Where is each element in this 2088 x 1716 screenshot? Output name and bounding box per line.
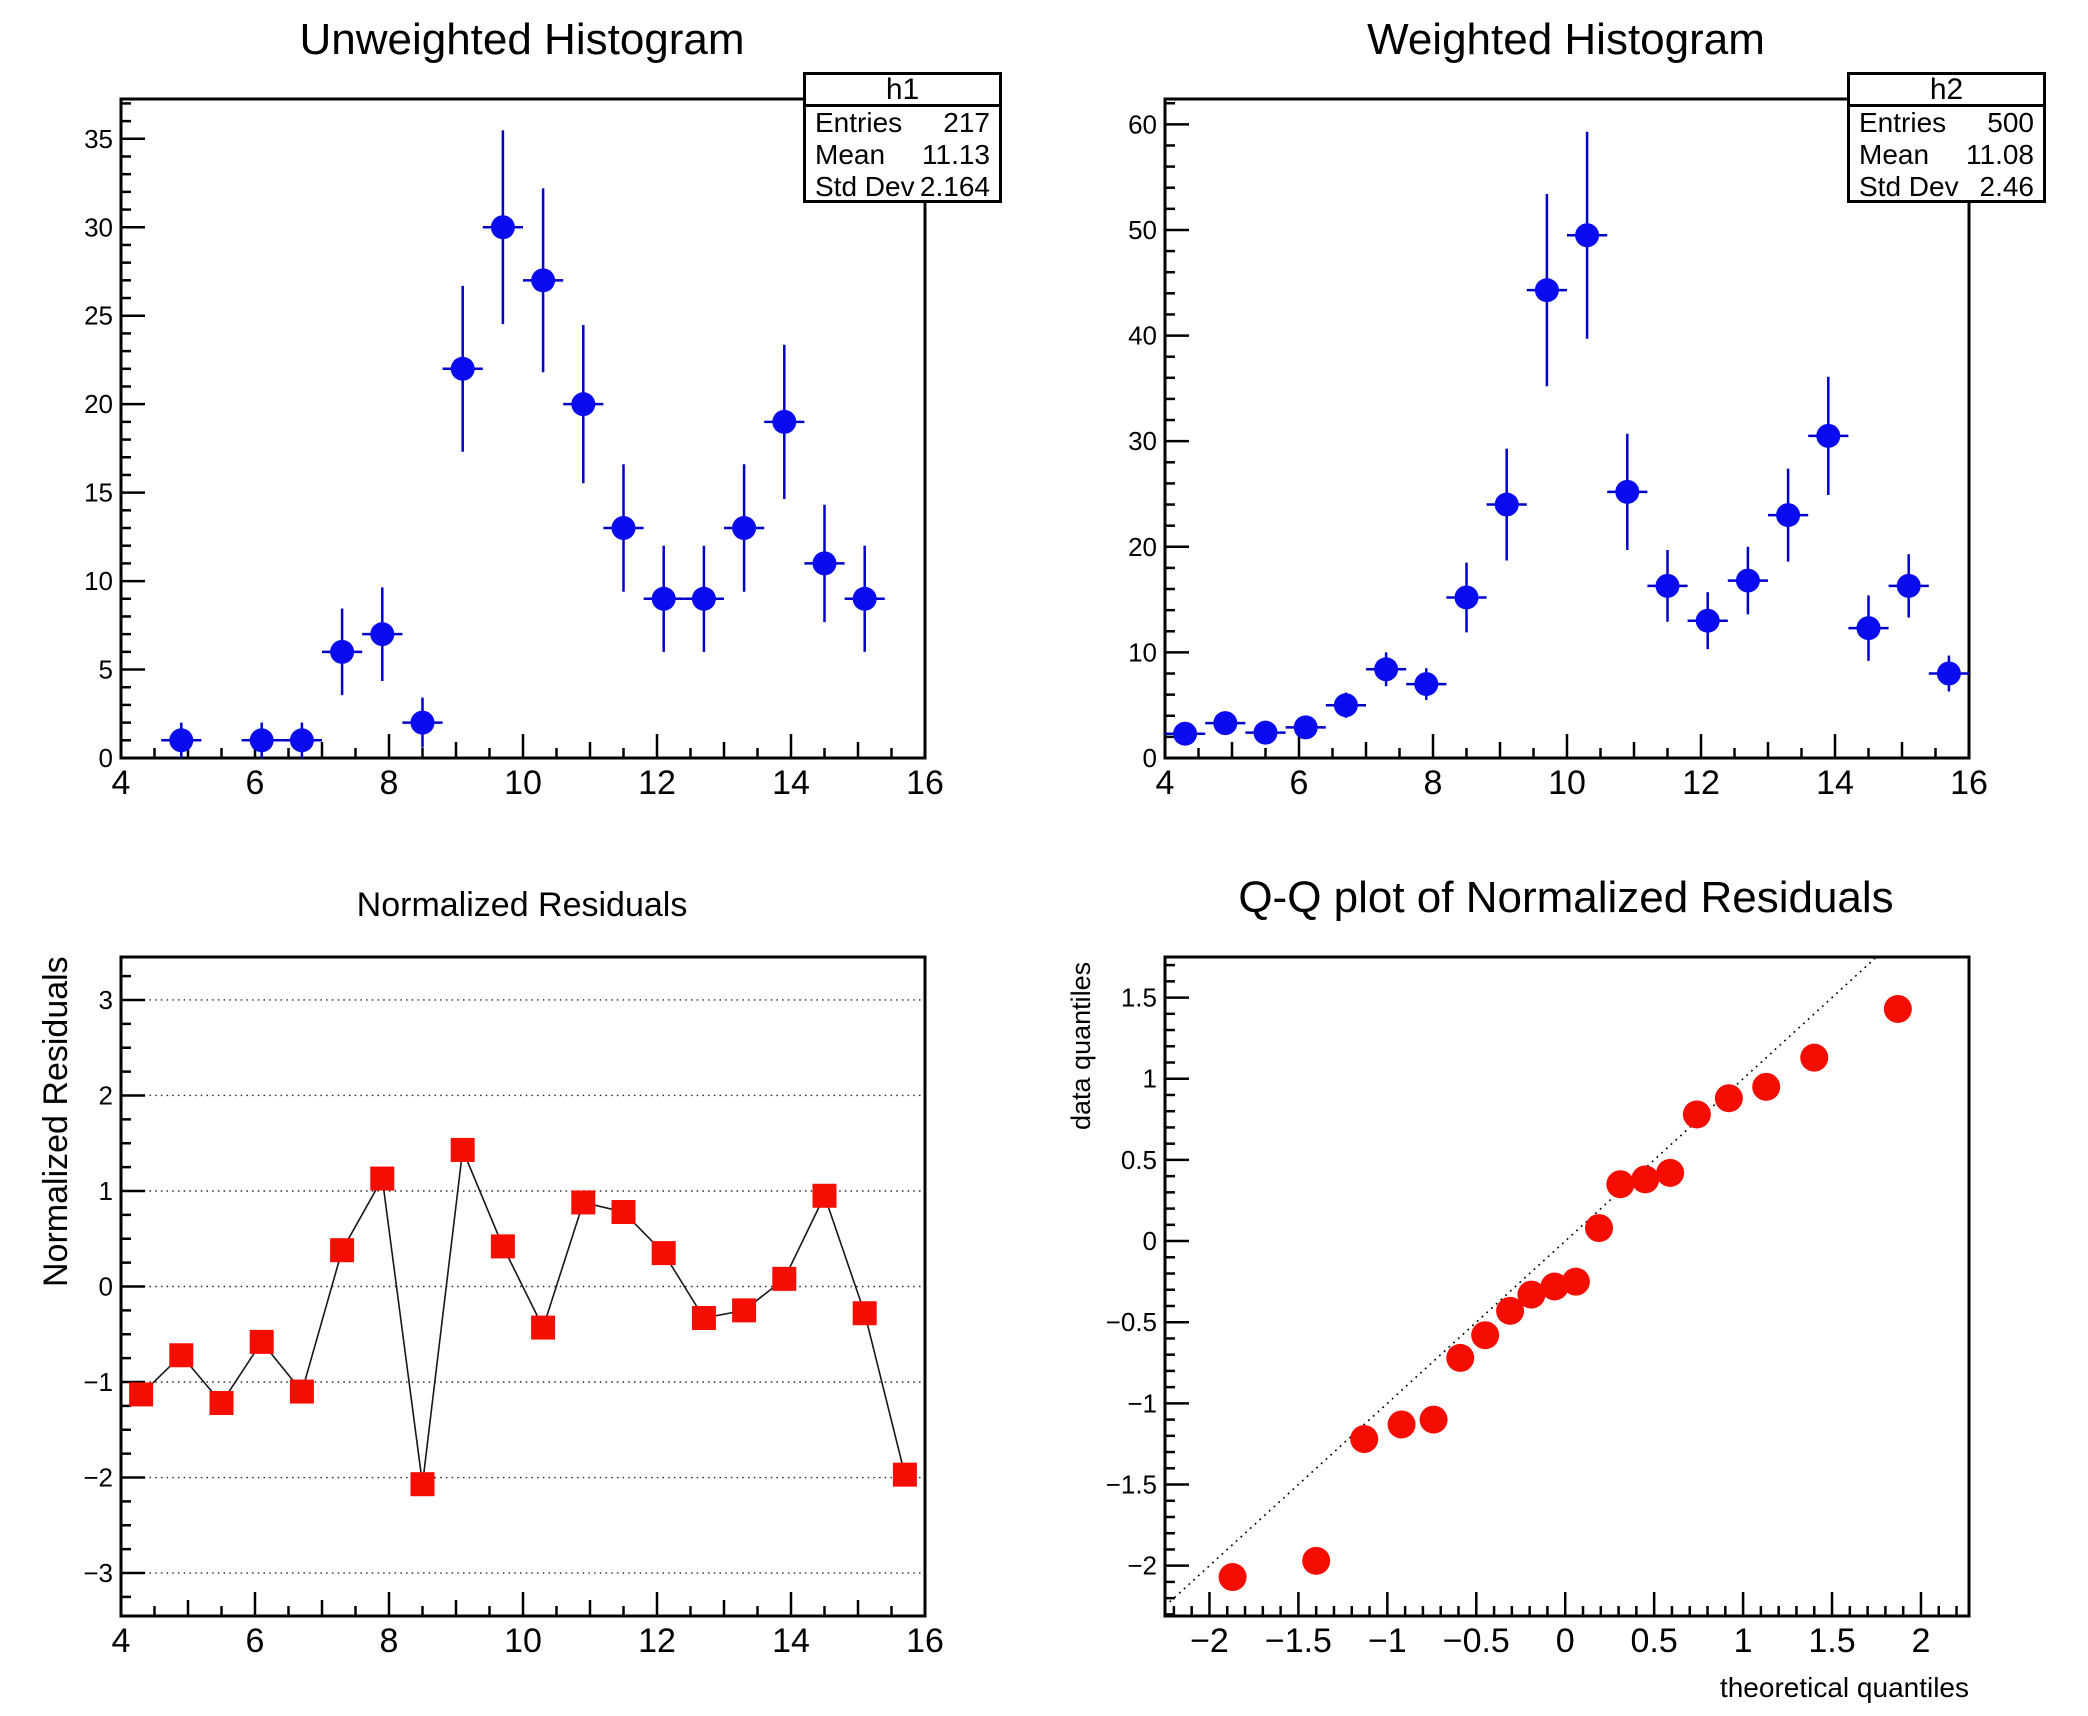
- svg-text:0: 0: [1143, 1226, 1157, 1256]
- svg-text:30: 30: [84, 212, 113, 242]
- svg-text:8: 8: [380, 1622, 399, 1660]
- stats-label: Entries: [1859, 107, 1947, 138]
- stats-value: 11.08: [1966, 139, 2034, 170]
- stats-row-stddev: Std Dev 2.46: [1850, 171, 2043, 203]
- svg-text:5: 5: [99, 655, 113, 685]
- svg-text:−2: −2: [1127, 1551, 1157, 1581]
- pad-normalized-residuals: 4 6 8 10 12 14 16 −3 −2 −1 0 1 2 3 Normalized Residua…: [0, 858, 1044, 1716]
- stats-row-entries: Entries 500: [1850, 107, 2043, 139]
- pad-qq-plot: −2 −1.5 −1 −0.5 0 0.5 1 1.5 2 −2 −1.5 −1 −0.5 0 0.5 1 1.…: [1044, 858, 2088, 1716]
- svg-text:−1: −1: [1368, 1622, 1407, 1660]
- qq-y-axis-title: data quantiles: [1066, 961, 1096, 1130]
- unweighted-histogram-plot: 4 6 8 10 12 14 16 0 5 10 15 20 25 30 35: [84, 97, 944, 802]
- svg-text:3: 3: [99, 985, 113, 1015]
- stats-row-mean: Mean 11.13: [806, 139, 999, 171]
- svg-text:10: 10: [1548, 764, 1586, 802]
- svg-text:4: 4: [1156, 764, 1175, 802]
- stats-label: Std Dev: [1859, 171, 1959, 202]
- svg-text:0: 0: [1143, 743, 1157, 773]
- svg-text:25: 25: [84, 301, 113, 331]
- svg-text:0: 0: [99, 1272, 113, 1302]
- svg-text:2: 2: [99, 1080, 113, 1110]
- stats-value: 217: [943, 107, 990, 138]
- svg-text:16: 16: [906, 1622, 944, 1660]
- stats-label: Mean: [1859, 139, 1930, 170]
- svg-text:20: 20: [1128, 532, 1157, 562]
- qq-x-axis-title: theoretical quantiles: [1719, 1672, 1969, 1703]
- svg-text:50: 50: [1128, 215, 1157, 245]
- svg-text:14: 14: [772, 1622, 810, 1660]
- svg-text:4: 4: [112, 764, 131, 802]
- stats-box-title: h2: [1850, 75, 2043, 107]
- svg-text:6: 6: [1290, 764, 1309, 802]
- qq-plot: −2 −1.5 −1 −0.5 0 0.5 1 1.5 2 −2 −1.5 −1 −0.5 0 0.5 1 1.…: [1106, 955, 1971, 1660]
- svg-text:−2: −2: [83, 1463, 113, 1493]
- svg-text:1: 1: [1734, 1622, 1753, 1660]
- svg-text:2: 2: [1912, 1622, 1931, 1660]
- svg-text:0.5: 0.5: [1121, 1145, 1157, 1175]
- svg-text:−1: −1: [1127, 1388, 1157, 1418]
- svg-text:10: 10: [504, 764, 542, 802]
- stats-row-stddev: Std Dev 2.164: [806, 171, 999, 203]
- svg-text:15: 15: [84, 478, 113, 508]
- svg-text:−1.5: −1.5: [1106, 1470, 1157, 1500]
- svg-text:10: 10: [1128, 637, 1157, 667]
- svg-text:10: 10: [504, 1622, 542, 1660]
- svg-text:−3: −3: [83, 1558, 113, 1588]
- stats-box-title: h1: [806, 75, 999, 107]
- svg-text:12: 12: [1682, 764, 1720, 802]
- svg-text:10: 10: [84, 566, 113, 596]
- svg-text:16: 16: [1950, 764, 1988, 802]
- svg-text:1.5: 1.5: [1808, 1622, 1855, 1660]
- stats-value: 500: [1987, 107, 2034, 138]
- svg-text:30: 30: [1128, 426, 1157, 456]
- svg-text:0.5: 0.5: [1631, 1622, 1678, 1660]
- weighted-histogram-plot: 4 6 8 10 12 14 16 0 10 20 30 40 50 60: [1128, 97, 1988, 802]
- svg-text:−0.5: −0.5: [1106, 1307, 1157, 1337]
- svg-text:−1: −1: [83, 1367, 113, 1397]
- svg-text:40: 40: [1128, 321, 1157, 351]
- svg-text:1: 1: [1143, 1064, 1157, 1094]
- stats-value: 2.46: [1979, 171, 2035, 202]
- stats-label: Entries: [815, 107, 903, 138]
- stats-value: 2.164: [919, 171, 990, 202]
- svg-text:12: 12: [638, 764, 676, 802]
- svg-text:1.5: 1.5: [1121, 983, 1157, 1013]
- residuals-y-axis-title: Normalized Residuals: [37, 956, 75, 1287]
- svg-text:60: 60: [1128, 109, 1157, 139]
- stats-label: Std Dev: [815, 171, 915, 202]
- svg-text:8: 8: [1424, 764, 1443, 802]
- svg-text:14: 14: [1816, 764, 1854, 802]
- svg-text:12: 12: [638, 1622, 676, 1660]
- svg-text:14: 14: [772, 764, 810, 802]
- stats-label: Mean: [815, 139, 886, 170]
- svg-text:4: 4: [112, 1622, 131, 1660]
- pad-unweighted-histogram: 4 6 8 10 12 14 16 0 5 10 15 20 25 30 35 Unweighted His…: [0, 0, 1044, 858]
- svg-text:6: 6: [246, 1622, 265, 1660]
- stats-row-entries: Entries 217: [806, 107, 999, 139]
- svg-text:16: 16: [906, 764, 944, 802]
- svg-text:6: 6: [246, 764, 265, 802]
- chart-title-qq: Q-Q plot of Normalized Residuals: [1238, 873, 1894, 922]
- svg-text:35: 35: [84, 124, 113, 154]
- svg-text:−2: −2: [1190, 1622, 1229, 1660]
- stats-row-mean: Mean 11.08: [1850, 139, 2043, 171]
- stats-box-h1: h1 Entries 217 Mean 11.13 Std Dev 2.164: [803, 72, 1002, 203]
- svg-text:−0.5: −0.5: [1443, 1622, 1510, 1660]
- svg-text:−1.5: −1.5: [1265, 1622, 1332, 1660]
- svg-text:0: 0: [99, 743, 113, 773]
- svg-text:20: 20: [84, 389, 113, 419]
- chart-title-weighted: Weighted Histogram: [1367, 15, 1765, 64]
- stats-box-h2: h2 Entries 500 Mean 11.08 Std Dev 2.46: [1847, 72, 2046, 203]
- pad-weighted-histogram: 4 6 8 10 12 14 16 0 10 20 30 40 50 60 Weighted Histog…: [1044, 0, 2088, 858]
- svg-text:8: 8: [380, 764, 399, 802]
- chart-title-residuals: Normalized Residuals: [356, 886, 688, 924]
- svg-text:1: 1: [99, 1176, 113, 1206]
- chart-title-unweighted: Unweighted Histogram: [299, 15, 745, 64]
- svg-text:0: 0: [1556, 1622, 1575, 1660]
- stats-value: 11.13: [922, 139, 990, 170]
